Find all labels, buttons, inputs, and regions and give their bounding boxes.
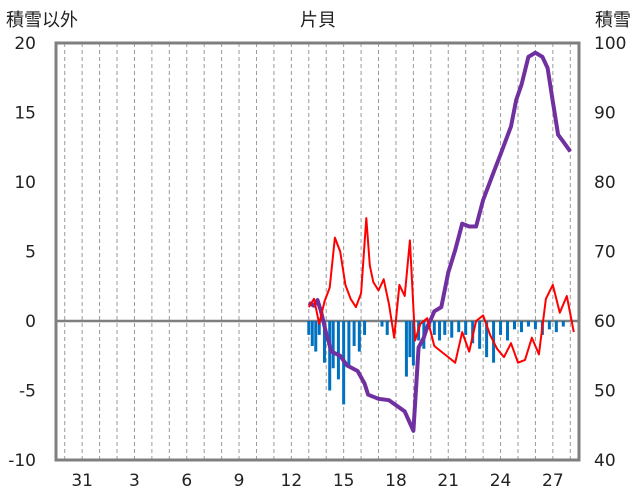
precipitation-bar: [432, 321, 436, 335]
x-tick-label: 24: [490, 471, 512, 491]
precipitation-bar: [533, 321, 537, 330]
x-tick-label: 31: [71, 471, 93, 491]
left-tick-label: -10: [8, 451, 36, 471]
right-tick-label: 50: [594, 382, 616, 402]
precipitation-bar: [363, 321, 367, 335]
precipitation-bar: [314, 321, 318, 352]
snow-depth-line: [307, 50, 572, 433]
precipitation-bar: [561, 321, 565, 327]
precipitation-bar: [317, 321, 321, 335]
precipitation-bar: [380, 321, 384, 327]
data-lines: [307, 50, 575, 433]
precipitation-bar: [526, 321, 530, 327]
plot-frame: [54, 41, 581, 462]
precipitation-bar: [336, 321, 340, 380]
precipitation-bar: [512, 321, 516, 330]
precipitation-bar: [457, 321, 461, 333]
x-tick-label: 9: [234, 471, 245, 491]
left-tick-label: 5: [25, 243, 36, 263]
precipitation-bar: [519, 321, 523, 333]
precipitation-bar: [357, 321, 361, 352]
precipitation-bar: [438, 321, 442, 341]
precipitation-bar: [485, 321, 489, 358]
precipitation-bar: [450, 321, 454, 338]
precipitation-bar: [328, 321, 332, 391]
precipitation-bar: [408, 321, 412, 358]
x-tick-label: 15: [333, 471, 355, 491]
precipitation-bar: [547, 321, 551, 330]
precipitation-bar: [499, 321, 503, 335]
left-tick-label: 10: [14, 173, 36, 193]
gridlines: [56, 43, 579, 460]
plot-border: [54, 41, 581, 462]
left-axis-label: 積雪以外: [6, 10, 78, 31]
left-tick-label: 15: [14, 104, 36, 124]
right-tick-label: 70: [594, 243, 616, 263]
precipitation-bar: [385, 321, 389, 335]
precipitation-bar: [352, 321, 356, 347]
right-axis-label: 積雪: [595, 10, 631, 31]
precipitation-bar: [443, 321, 447, 335]
precipitation-bar: [347, 321, 351, 366]
x-tick-label: 27: [542, 471, 564, 491]
precipitation-bar: [331, 321, 335, 369]
precipitation-bar: [307, 321, 311, 335]
x-tick-label: 12: [281, 471, 303, 491]
precipitation-bar: [411, 321, 415, 366]
precipitation-bar: [464, 321, 468, 335]
temperature-line: [307, 217, 575, 364]
precipitation-bar: [404, 321, 408, 377]
right-tick-label: 40: [594, 451, 616, 471]
right-tick-label: 60: [594, 312, 616, 332]
left-tick-label: -5: [19, 382, 36, 402]
precipitation-bar: [554, 321, 558, 333]
left-tick-label: 0: [25, 312, 36, 332]
precipitation-bar: [506, 321, 510, 341]
x-tick-label: 21: [437, 471, 459, 491]
precipitation-bar: [478, 321, 482, 349]
precipitation-bar: [310, 321, 314, 347]
right-tick-label: 80: [594, 173, 616, 193]
precipitation-bar: [322, 321, 326, 363]
left-tick-label: 20: [14, 34, 36, 54]
x-tick-label: 6: [181, 471, 192, 491]
x-tick-label: 3: [129, 471, 140, 491]
right-tick-label: 100: [594, 34, 626, 54]
right-tick-label: 90: [594, 104, 616, 124]
chart-title: 片貝: [300, 10, 336, 31]
x-tick-label: 18: [385, 471, 407, 491]
